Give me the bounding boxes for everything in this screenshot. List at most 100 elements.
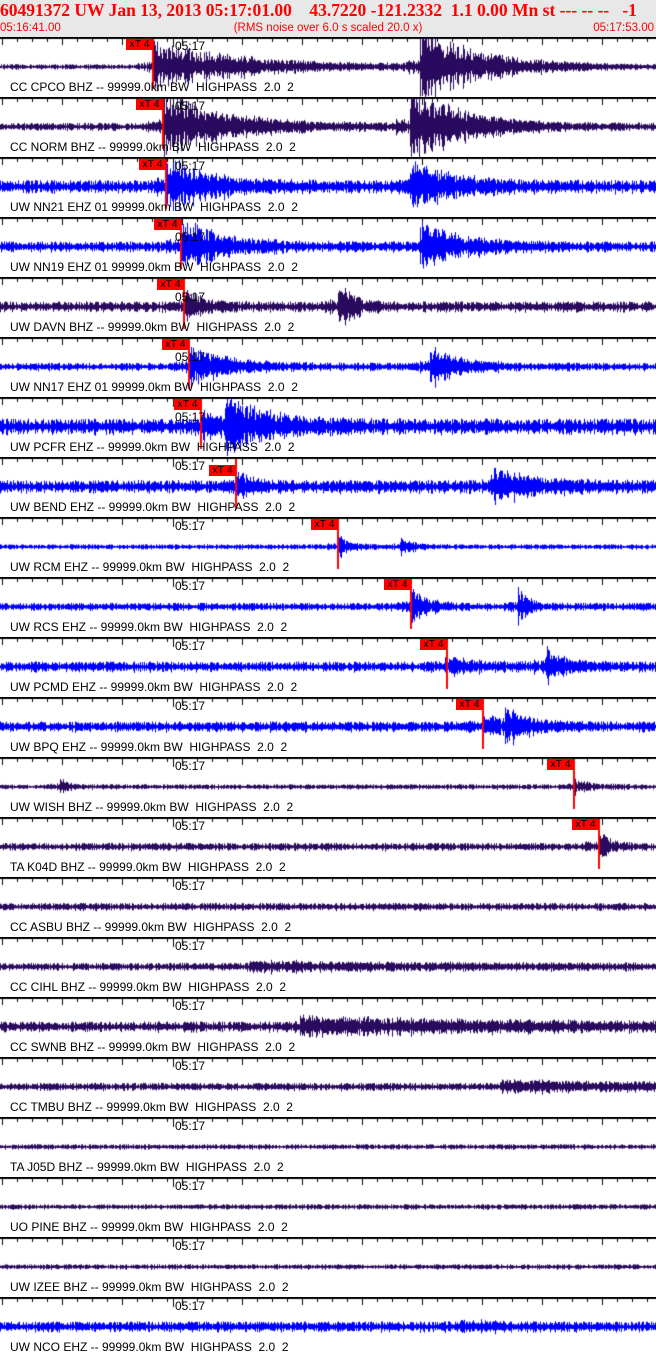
waveform (0, 577, 656, 637)
trace-label: CC TMBU BHZ -- 99999.0km BW HIGHPASS 2.0… (10, 1100, 293, 1114)
trace-panel: 05:17 xT 4 UW DAVN BHZ -- 99999.0km BW HIG… (0, 277, 656, 337)
waveform (0, 97, 656, 157)
minute-label: 05:17 (175, 459, 206, 473)
waveform (0, 1237, 656, 1297)
minute-label: 05:17 (175, 699, 206, 713)
pick-marker[interactable]: xT 4 (420, 639, 447, 650)
trace-label: CC SWNB BHZ -- 99999.0km BW HIGHPASS 2.0… (10, 1040, 296, 1054)
trace-label: TA J05D BHZ -- 99999.0km BW HIGHPASS 2.0… (10, 1160, 284, 1174)
trace-label: UW PCMD EHZ -- 99999.0km BW HIGHPASS 2.0… (10, 680, 298, 694)
trace-label: UW NN19 EHZ 01 99999.0km BW HIGHPASS 2.0… (10, 260, 298, 274)
trace-panel: 05:17 xT 4 CC CPCO BHZ -- 99999.0km BW HIG… (0, 37, 656, 97)
minute-label: 05:17 (175, 879, 206, 893)
trace-panel: 05:17 xT 4 UW BEND EHZ -- 99999.0km BW HIG… (0, 457, 656, 517)
minute-label: 05:17 (175, 639, 206, 653)
minute-label: 05:17 (175, 999, 206, 1013)
waveform (0, 277, 656, 337)
waveform (0, 937, 656, 997)
trace-panel: 05:17 UO PINE BHZ -- 99999.0km BW HIGHPAS… (0, 1177, 656, 1237)
trace-panel: 05:17 CC CIHL BHZ -- 99999.0km BW HIGHPAS… (0, 937, 656, 997)
trace-label: UW NCO EHZ -- 99999.0km BW HIGHPASS 2.0 … (10, 1340, 289, 1354)
minute-label: 05:17 (175, 230, 206, 244)
trace-label: UW DAVN BHZ -- 99999.0km BW HIGHPASS 2.0… (10, 320, 295, 334)
pick-marker[interactable]: xT 4 (311, 519, 338, 530)
trace-label: UW WISH BHZ -- 99999.0km BW HIGHPASS 2.0… (10, 800, 294, 814)
trace-label: UW NN17 EHZ 01 99999.0km BW HIGHPASS 2.0… (10, 380, 298, 394)
waveform (0, 1057, 656, 1117)
waveform (0, 217, 656, 277)
trace-panel: 05:17 xT 4 UW BPQ EHZ -- 99999.0km BW HIGH… (0, 697, 656, 757)
minute-label: 05:17 (175, 819, 206, 833)
trace-panel: 05:17 UW IZEE BHZ -- 99999.0km BW HIGHPAS… (0, 1237, 656, 1297)
trace-panel: 05:17 xT 4 UW RCS EHZ -- 99999.0km BW HIGH… (0, 577, 656, 637)
trace-panel: 05:17 CC SWNB BHZ -- 99999.0km BW HIGHPAS… (0, 997, 656, 1057)
waveform (0, 1177, 656, 1237)
trace-panel: 05:17 xT 4 UW RCM EHZ -- 99999.0km BW HIGH… (0, 517, 656, 577)
trace-label: UW RCS EHZ -- 99999.0km BW HIGHPASS 2.0 … (10, 620, 288, 634)
minute-label: 05:17 (175, 519, 206, 533)
waveform (0, 997, 656, 1057)
pick-marker[interactable]: xT 4 (162, 339, 189, 350)
pick-marker[interactable]: xT 4 (384, 579, 411, 590)
minute-label: 05:17 (175, 1179, 206, 1193)
start-time: 05:16:41.00 (0, 22, 61, 34)
waveform (0, 37, 656, 97)
minute-label: 05:17 (175, 579, 206, 593)
waveform (0, 817, 656, 877)
trace-panel: 05:17 xT 4 UW NN21 EHZ 01 99999.0km BW HIG… (0, 157, 656, 217)
pick-marker[interactable]: xT 4 (154, 219, 181, 230)
pick-marker[interactable]: xT 4 (572, 819, 599, 830)
trace-label: CC NORM BHZ -- 99999.0km BW HIGHPASS 2.0… (10, 140, 296, 154)
trace-label: CC ASBU BHZ -- 99999.0km BW HIGHPASS 2.0… (10, 920, 292, 934)
pick-marker[interactable]: xT 4 (136, 99, 163, 110)
minute-label: 05:17 (175, 39, 206, 53)
waveform (0, 1297, 656, 1357)
trace-label: TA K04D BHZ -- 99999.0km BW HIGHPASS 2.0… (10, 860, 286, 874)
minute-label: 05:17 (175, 1059, 206, 1073)
trace-panel: 05:17 xT 4 UW PCFR EHZ -- 99999.0km BW HIG… (0, 397, 656, 457)
waveform (0, 457, 656, 517)
trace-panel: 05:17 xT 4 UW WISH BHZ -- 99999.0km BW HIG… (0, 757, 656, 817)
waveform (0, 757, 656, 817)
pick-marker[interactable]: xT 4 (174, 399, 201, 410)
minute-label: 05:17 (175, 290, 206, 304)
minute-label: 05:17 (175, 759, 206, 773)
trace-panel: 05:17 TA J05D BHZ -- 99999.0km BW HIGHPAS… (0, 1117, 656, 1177)
event-title: 60491372 UW Jan 13, 2013 05:17:01.00 43.… (0, 0, 637, 20)
trace-label: CC CPCO BHZ -- 99999.0km BW HIGHPASS 2.0… (10, 80, 294, 94)
scaling-note: (RMS noise over 6.0 s scaled 20.0 x) (233, 22, 423, 34)
pick-marker[interactable]: xT 4 (209, 465, 236, 476)
trace-label: UO PINE BHZ -- 99999.0km BW HIGHPASS 2.0… (10, 1220, 288, 1234)
minute-label: 05:17 (175, 99, 206, 113)
minute-label: 05:17 (175, 1299, 206, 1313)
trace-panel: 05:17 xT 4 UW PCMD EHZ -- 99999.0km BW HIG… (0, 637, 656, 697)
pick-marker[interactable]: xT 4 (139, 159, 166, 170)
waveform (0, 877, 656, 937)
pick-marker[interactable]: xT 4 (126, 39, 153, 50)
trace-panel: 05:17 xT 4 CC NORM BHZ -- 99999.0km BW HIG… (0, 97, 656, 157)
trace-panel: 05:17 xT 4 UW NN17 EHZ 01 99999.0km BW HIG… (0, 337, 656, 397)
pick-marker[interactable]: xT 4 (456, 699, 483, 710)
trace-label: UW RCM EHZ -- 99999.0km BW HIGHPASS 2.0 … (10, 560, 290, 574)
trace-panel: 05:17 CC TMBU BHZ -- 99999.0km BW HIGHPAS… (0, 1057, 656, 1117)
trace-label: UW BEND EHZ -- 99999.0km BW HIGHPASS 2.0… (10, 500, 296, 514)
minute-label: 05:17 (175, 1119, 206, 1133)
waveform (0, 637, 656, 697)
trace-label: CC CIHL BHZ -- 99999.0km BW HIGHPASS 2.0… (10, 980, 287, 994)
pick-marker[interactable]: xT 4 (547, 759, 574, 770)
waveform (0, 397, 656, 457)
minute-label: 05:17 (175, 1239, 206, 1253)
minute-label: 05:17 (175, 350, 206, 364)
header-bar: 60491372 UW Jan 13, 2013 05:17:01.00 43.… (0, 0, 656, 37)
waveform (0, 157, 656, 217)
end-time: 05:17:53.00 (593, 22, 654, 34)
pick-marker[interactable]: xT 4 (157, 279, 184, 290)
waveform (0, 697, 656, 757)
trace-panel: 05:17 xT 4 UW NN19 EHZ 01 99999.0km BW HIG… (0, 217, 656, 277)
trace-panel: 05:17 CC ASBU BHZ -- 99999.0km BW HIGHPAS… (0, 877, 656, 937)
minute-label: 05:17 (175, 410, 206, 424)
minute-label: 05:17 (175, 939, 206, 953)
trace-label: UW NN21 EHZ 01 99999.0km BW HIGHPASS 2.0… (10, 200, 298, 214)
minute-label: 05:17 (175, 159, 206, 173)
waveform (0, 1117, 656, 1177)
